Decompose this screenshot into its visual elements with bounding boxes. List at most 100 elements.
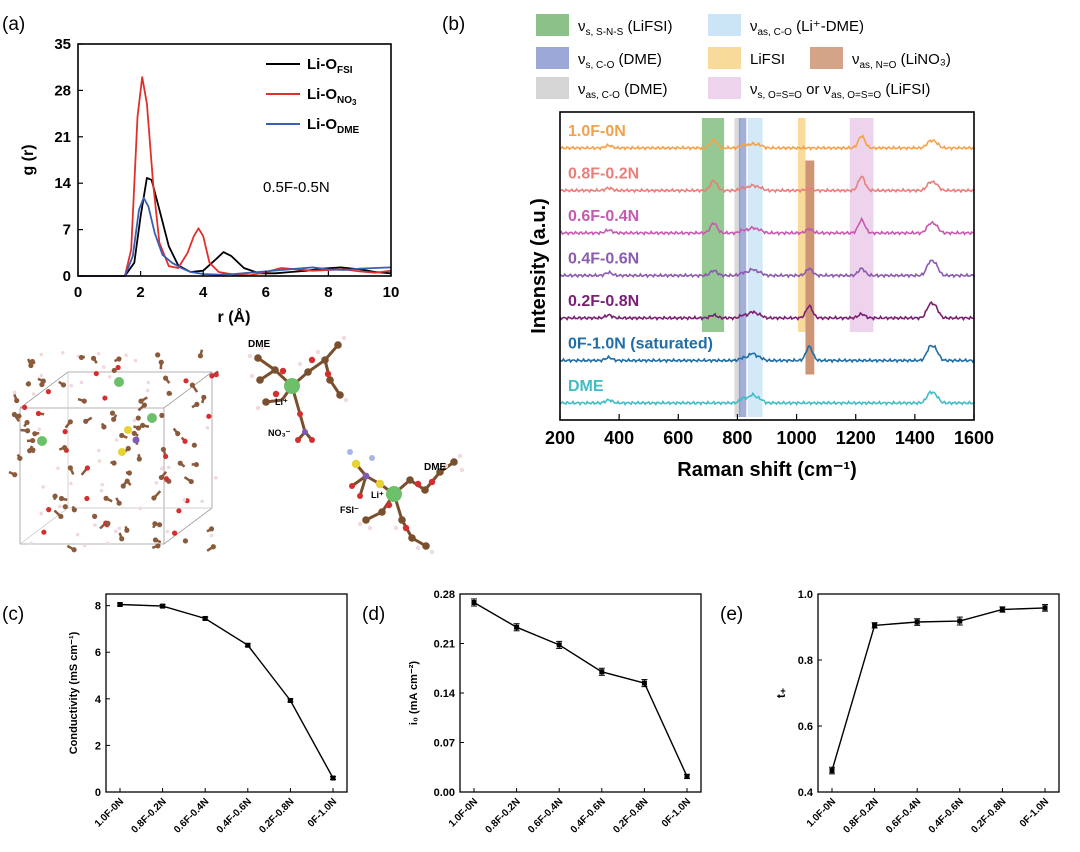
raman-x-tick-label: 1400 bbox=[895, 428, 935, 448]
raman-band-highlight bbox=[747, 118, 763, 417]
li-label-top: Li⁺ bbox=[275, 397, 288, 407]
rdf-x-axis-label: r (Å) bbox=[218, 307, 251, 326]
rdf-y-axis-label: g (r) bbox=[20, 144, 37, 175]
d-x-tick-label: 0F-1.0N bbox=[660, 796, 693, 829]
raman-trace-label: 0F-1.0N (saturated) bbox=[568, 336, 713, 353]
raman-legend-swatch bbox=[536, 47, 569, 69]
raman-trace-label: 0.6F-0.4N bbox=[568, 208, 639, 225]
e-data-point bbox=[914, 619, 920, 625]
d-y-tick-label: 0.21 bbox=[434, 639, 455, 651]
raman-trace-label: 0.4F-0.6N bbox=[568, 251, 639, 268]
rdf-plot-frame bbox=[77, 43, 392, 277]
panel-label-a: (a) bbox=[2, 14, 25, 35]
raman-y-axis-label: Intensity (a.u.) bbox=[528, 198, 550, 334]
raman-band-highlight bbox=[798, 118, 806, 332]
raman-trace-label: 1.0F-0N bbox=[568, 123, 626, 140]
d-series-line bbox=[473, 601, 688, 777]
c-data-point bbox=[160, 603, 166, 609]
rdf-x-tick-label: 4 bbox=[199, 284, 208, 301]
raman-legend-swatch bbox=[708, 47, 741, 69]
e-data-point bbox=[872, 622, 878, 628]
d-x-tick-label: 1.0F-0N bbox=[447, 796, 480, 829]
e-y-tick-label: 0.6 bbox=[798, 721, 813, 733]
raman-trace-label: DME bbox=[568, 378, 604, 395]
e-x-tick-label: 1.0F-0N bbox=[805, 796, 838, 829]
rdf-y-tick-label: 7 bbox=[63, 222, 71, 239]
d-data-point bbox=[471, 599, 477, 605]
c-x-tick-label: 0.8F-0.2N bbox=[129, 796, 168, 835]
c-data-point bbox=[117, 601, 123, 607]
raman-trace-5 bbox=[559, 300, 975, 322]
raman-legend-label: νas, C-O (Li⁺-DME) bbox=[750, 18, 864, 38]
panel-label-d: (d) bbox=[362, 604, 385, 625]
transference-number-plot-frame bbox=[817, 593, 1060, 793]
d-x-tick-label: 0.2F-0.8N bbox=[611, 796, 650, 835]
raman-legend-swatch bbox=[708, 77, 741, 99]
raman-trace-6 bbox=[559, 344, 975, 364]
rdf-x-tick-label: 0 bbox=[74, 284, 82, 301]
rdf-y-tick-label: 21 bbox=[54, 129, 71, 146]
rdf-legend-label: Li-ONO3 bbox=[307, 86, 357, 107]
raman-trace-1 bbox=[559, 134, 975, 152]
raman-x-tick-label: 1600 bbox=[954, 428, 994, 448]
e-y-tick-label: 0.8 bbox=[798, 655, 813, 667]
e-data-point bbox=[999, 607, 1005, 613]
d-y-tick-label: 0.14 bbox=[434, 688, 456, 700]
raman-legend-swatch bbox=[708, 14, 741, 36]
transference-number-chart: 0.4 0.6 0.8 1.0 1.0F-0N 0.8F-0.2N 0.6F-0.4N 0.4… bbox=[774, 589, 1060, 836]
d-y-tick-label: 0.28 bbox=[434, 589, 455, 601]
raman-legend-label: νs, C-O (DME) bbox=[578, 51, 662, 71]
c-y-tick-label: 4 bbox=[95, 694, 102, 706]
raman-trace-label: 0.2F-0.8N bbox=[568, 293, 639, 310]
d-y-tick-label: 0.07 bbox=[434, 738, 455, 750]
c-y-tick-label: 2 bbox=[95, 740, 101, 752]
raman-band-highlight bbox=[734, 118, 741, 417]
raman-x-axis-label: Raman shift (cm⁻¹) bbox=[677, 459, 856, 481]
raman-legend-label: νs, O=S=O or νas, O=S=O (LiFSI) bbox=[750, 81, 930, 101]
panel-label-e: (e) bbox=[720, 604, 743, 625]
fsi-label: FSI⁻ bbox=[340, 505, 359, 515]
raman-trace-4 bbox=[559, 259, 975, 279]
raman-x-tick-label: 400 bbox=[604, 428, 634, 448]
c-x-tick-label: 0.6F-0.4N bbox=[172, 796, 211, 835]
c-y-tick-label: 0 bbox=[95, 787, 101, 799]
raman-x-tick-label: 800 bbox=[722, 428, 752, 448]
panel-label-b: (b) bbox=[442, 14, 465, 35]
rdf-series-3 bbox=[78, 196, 392, 277]
raman-trace-7 bbox=[559, 390, 975, 407]
raman-x-tick-label: 200 bbox=[545, 428, 575, 448]
rdf-annotation: 0.5F-0.5N bbox=[263, 179, 330, 196]
d-y-tick-label: 0.00 bbox=[434, 787, 455, 799]
c-x-tick-label: 1.0F-0N bbox=[93, 796, 126, 829]
d-x-tick-label: 0.4F-0.6N bbox=[569, 796, 608, 835]
c-x-tick-label: 0.4F-0.6N bbox=[215, 796, 254, 835]
rdf-series-2 bbox=[78, 76, 392, 277]
dme-label-bottom: DME bbox=[424, 462, 447, 473]
e-x-tick-label: 0F-1.0N bbox=[1018, 796, 1051, 829]
raman-band-highlight bbox=[738, 118, 747, 417]
exchange-current-plot-frame bbox=[459, 593, 702, 793]
exchange-current-y-axis-label: i₀ (mA cm⁻²) bbox=[408, 661, 420, 725]
rdf-y-tick-label: 35 bbox=[54, 36, 71, 53]
raman-legend-label: νs, S-N-S (LiFSI) bbox=[578, 18, 672, 38]
d-data-point bbox=[556, 642, 562, 648]
rdf-series-1 bbox=[78, 177, 392, 277]
c-data-point bbox=[245, 642, 251, 648]
raman-trace-label: 0.8F-0.2N bbox=[568, 166, 639, 183]
e-x-tick-label: 0.2F-0.8N bbox=[969, 796, 1008, 835]
conductivity-y-axis-label: Conductivity (mS cm⁻¹) bbox=[68, 631, 80, 754]
raman-legend-swatch bbox=[810, 47, 843, 69]
e-y-tick-label: 0.4 bbox=[798, 787, 814, 799]
raman-x-tick-label: 1200 bbox=[836, 428, 876, 448]
e-data-point bbox=[829, 768, 835, 774]
e-x-tick-label: 0.4F-0.6N bbox=[927, 796, 966, 835]
raman-x-tick-label: 600 bbox=[663, 428, 693, 448]
e-data-point bbox=[1042, 605, 1048, 611]
d-x-tick-label: 0.6F-0.4N bbox=[526, 796, 565, 835]
rdf-x-tick-label: 10 bbox=[383, 284, 400, 301]
rdf-legend-label: Li-OFSI bbox=[307, 56, 353, 76]
rdf-legend-label: Li-ODME bbox=[307, 116, 360, 136]
rdf-x-tick-label: 6 bbox=[262, 284, 270, 301]
raman-plot-frame bbox=[559, 111, 975, 421]
